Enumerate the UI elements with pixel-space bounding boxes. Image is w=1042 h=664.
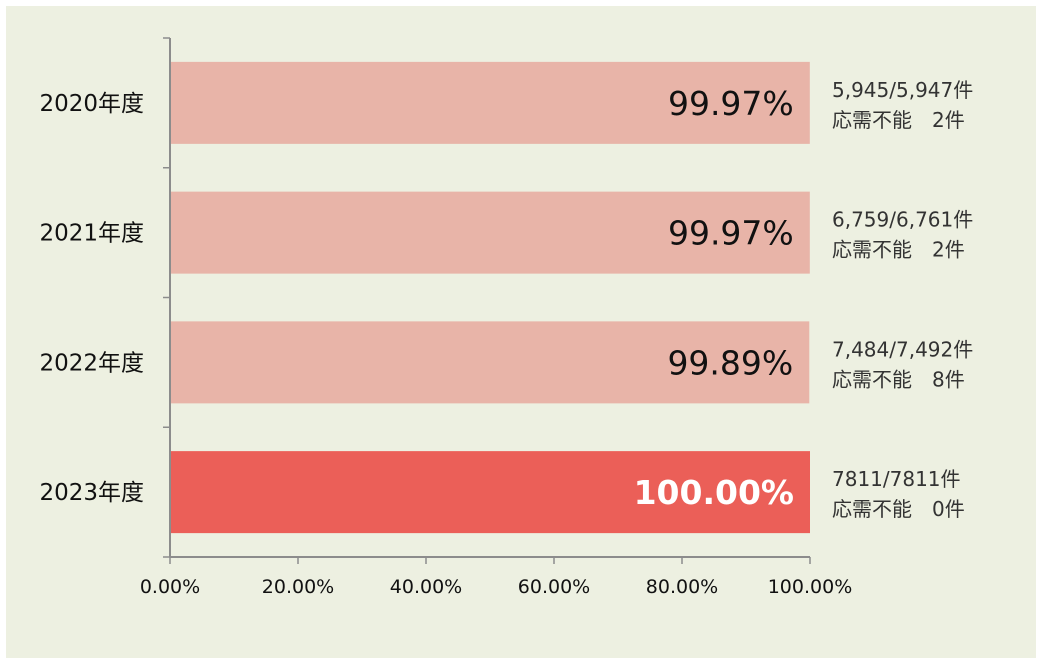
bar-2020年度 [170,61,810,144]
annotation-unavailable: 応需不能 0件 [832,497,965,521]
annotation-unavailable: 応需不能 2件 [832,108,965,132]
bar-2023年度 [170,451,810,534]
annotation-count: 7811/7811件 [832,467,961,491]
x-tick-label: 60.00% [518,576,590,598]
bar-2022年度 [170,321,810,404]
x-tick-label: 40.00% [390,576,462,598]
annotation-count: 6,759/6,761件 [832,208,973,232]
category-label: 2022年度 [39,350,144,376]
annotation-unavailable: 応需不能 2件 [832,238,965,262]
category-label: 2023年度 [39,480,144,506]
x-tick-label: 0.00% [140,576,200,598]
x-tick-label: 100.00% [768,576,853,598]
annotation-count: 5,945/5,947件 [832,78,973,102]
category-label: 2020年度 [39,91,144,117]
data-label: 99.97% [668,214,794,253]
x-tick-label: 80.00% [646,576,718,598]
data-label: 100.00% [634,473,794,512]
annotation-count: 7,484/7,492件 [832,337,973,361]
axes-group [163,37,811,564]
data-label: 99.89% [667,343,793,382]
data-label: 99.97% [668,84,794,123]
category-label: 2021年度 [39,221,144,247]
bars-group [170,61,810,534]
bar-2021年度 [170,191,810,274]
x-tick-label: 20.00% [262,576,334,598]
annotation-unavailable: 応需不能 8件 [832,367,965,391]
